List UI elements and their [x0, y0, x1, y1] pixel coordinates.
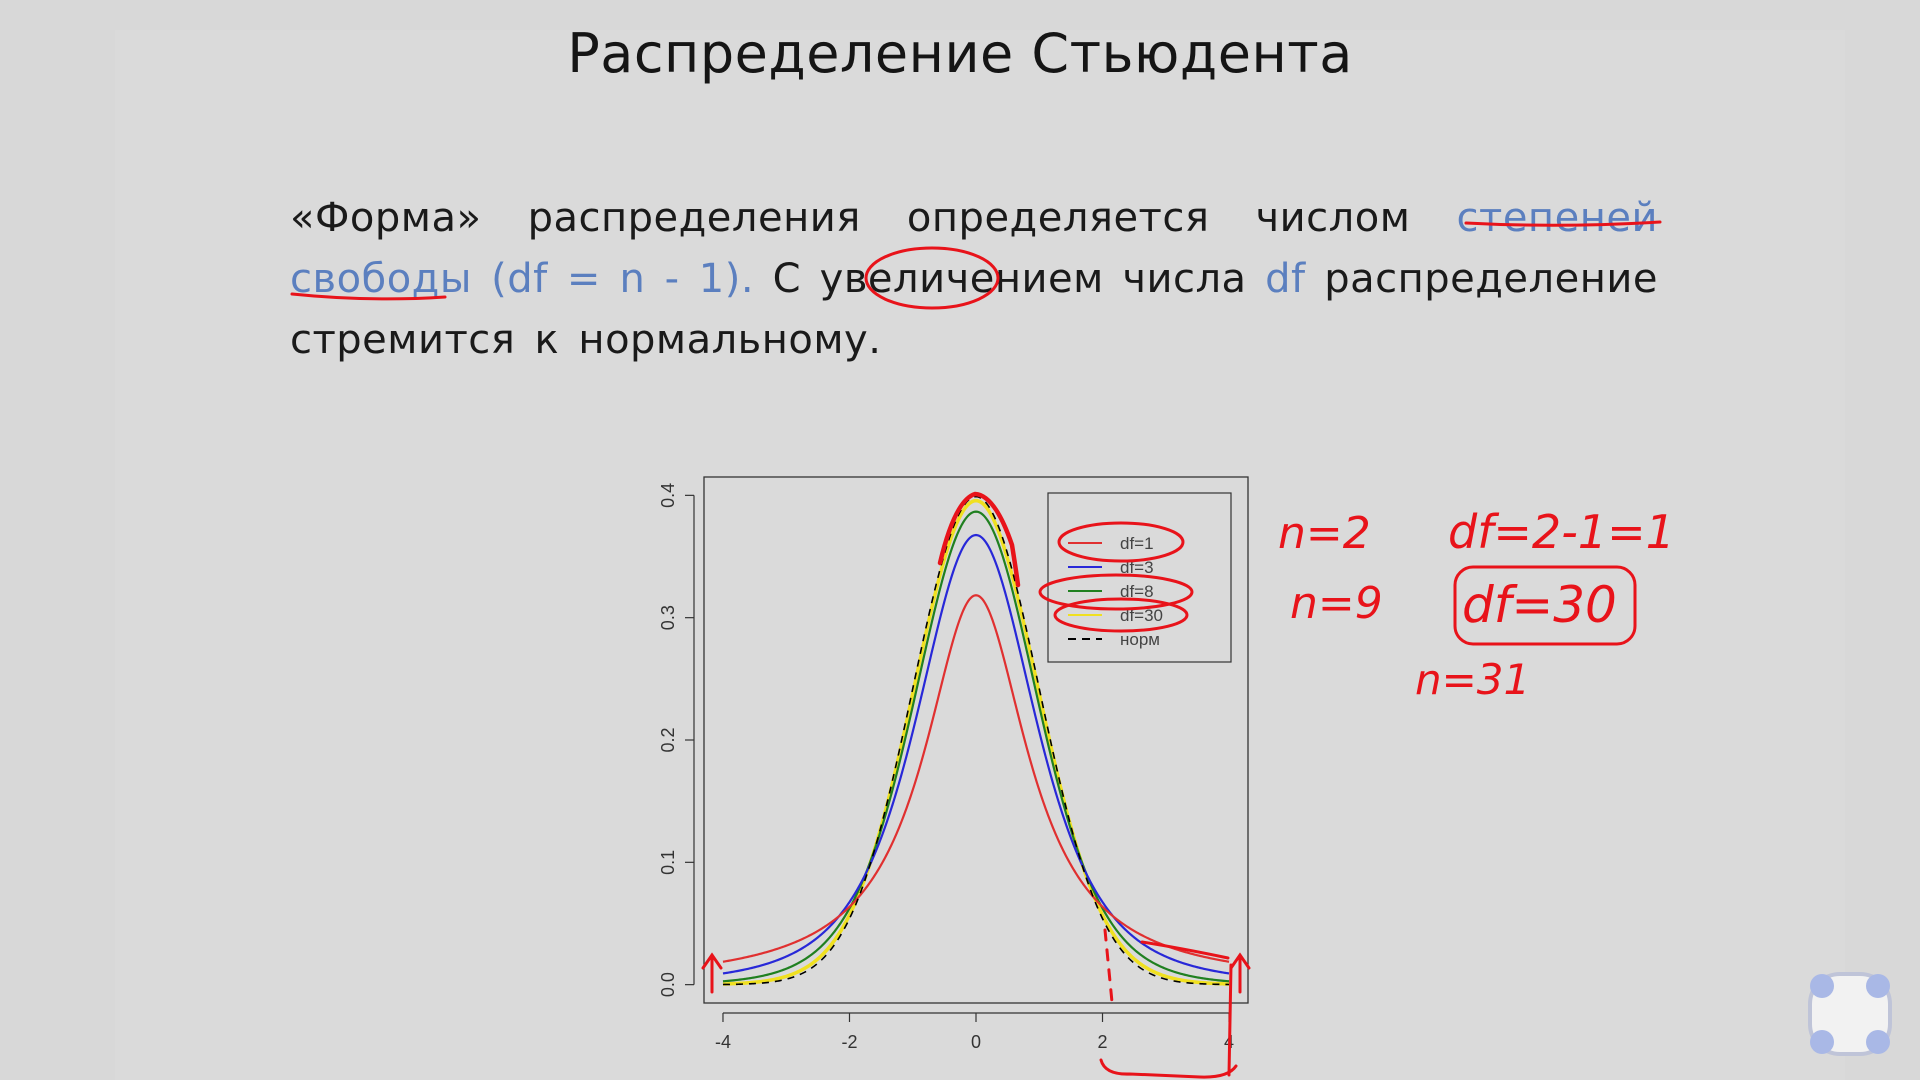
ink-annotations [290, 220, 1662, 1079]
paragraph-line-1: «Форма» распределения определяется число… [290, 188, 1658, 249]
legend-box [1047, 492, 1232, 663]
legend-label-df=8: df=8 [1120, 582, 1154, 601]
curve-норм [722, 495, 1230, 986]
note-n9: n=9 [1290, 578, 1383, 629]
legend-label-норм: норм [1120, 630, 1160, 649]
ink-bracket [1099, 1058, 1238, 1079]
ink-circle-df30 [1053, 597, 1189, 633]
y-axis: 0.0 0.1 0.2 0.3 0.4 [658, 483, 695, 997]
ink-tail-trace [1140, 940, 1230, 960]
ink-arrow-right [1229, 952, 1251, 994]
four-dots-logo [1808, 972, 1892, 1056]
note-df30: df=30 [1462, 576, 1617, 634]
x-tick-label: -2 [841, 1032, 857, 1052]
chart-curves [722, 495, 1230, 986]
slide-title: Распределение Стьюдента [567, 22, 1353, 85]
legend-label-df=1: df=1 [1120, 534, 1154, 553]
ink-underline-stepeney [1464, 220, 1662, 227]
y-tick-label: 0.0 [658, 972, 678, 997]
word: определяется [906, 195, 1210, 241]
term-svobody: свободы (df = [290, 256, 601, 302]
ink-circle-df1 [1057, 521, 1185, 563]
x-tick-label: 0 [971, 1032, 981, 1052]
term-n-minus-1: n - 1). [619, 256, 755, 302]
y-tick-label: 0.4 [658, 483, 678, 508]
ink-text: n=2 df=2-1=1 n=9 df=30 n=31 [1278, 505, 1675, 704]
word: распределения [527, 195, 861, 241]
ink-circle-df8 [1038, 573, 1194, 611]
paragraph-line-3: стремится к нормальному. [290, 317, 882, 363]
curve-df=30 [722, 498, 1230, 986]
term-stepeney: степеней [1456, 195, 1658, 241]
legend-label-df=30: df=30 [1120, 606, 1163, 625]
note-n31: n=31 [1415, 655, 1530, 704]
x-tick-label: 2 [1098, 1032, 1108, 1052]
chart-legend: df=1 df=3 df=8 df=30 норм [1047, 492, 1232, 663]
x-axis: -4 -2 0 2 4 [715, 1012, 1234, 1052]
y-tick-label: 0.1 [658, 850, 678, 875]
ink-circle-n-minus-1 [864, 246, 1000, 310]
word: распределение [1324, 256, 1658, 302]
ink-dashed-line-2 [1103, 928, 1114, 1004]
note-n2: n=2 [1278, 508, 1371, 559]
ink-arrow-left [701, 952, 723, 994]
word: С [772, 256, 802, 302]
legend-label-df=3: df=3 [1120, 558, 1154, 577]
ink-underline-svobody [290, 292, 447, 301]
curve-df=3 [722, 533, 1230, 975]
ink-peak-trace [937, 491, 1021, 588]
curve-df=1 [722, 594, 1230, 963]
x-tick-label: -4 [715, 1032, 731, 1052]
y-tick-label: 0.3 [658, 605, 678, 630]
plot-area [703, 476, 1249, 1004]
word: «Форма» [290, 195, 482, 241]
curve-df=8 [722, 510, 1230, 983]
word: числом [1255, 195, 1411, 241]
y-tick-label: 0.2 [658, 727, 678, 752]
ink-line-4 [1227, 963, 1233, 1077]
slide-panel [115, 30, 1845, 1080]
word: числа [1122, 256, 1247, 302]
term-df: df [1265, 256, 1306, 302]
ink-box-df30 [1453, 565, 1637, 646]
note-df1: df=2-1=1 [1448, 505, 1675, 559]
